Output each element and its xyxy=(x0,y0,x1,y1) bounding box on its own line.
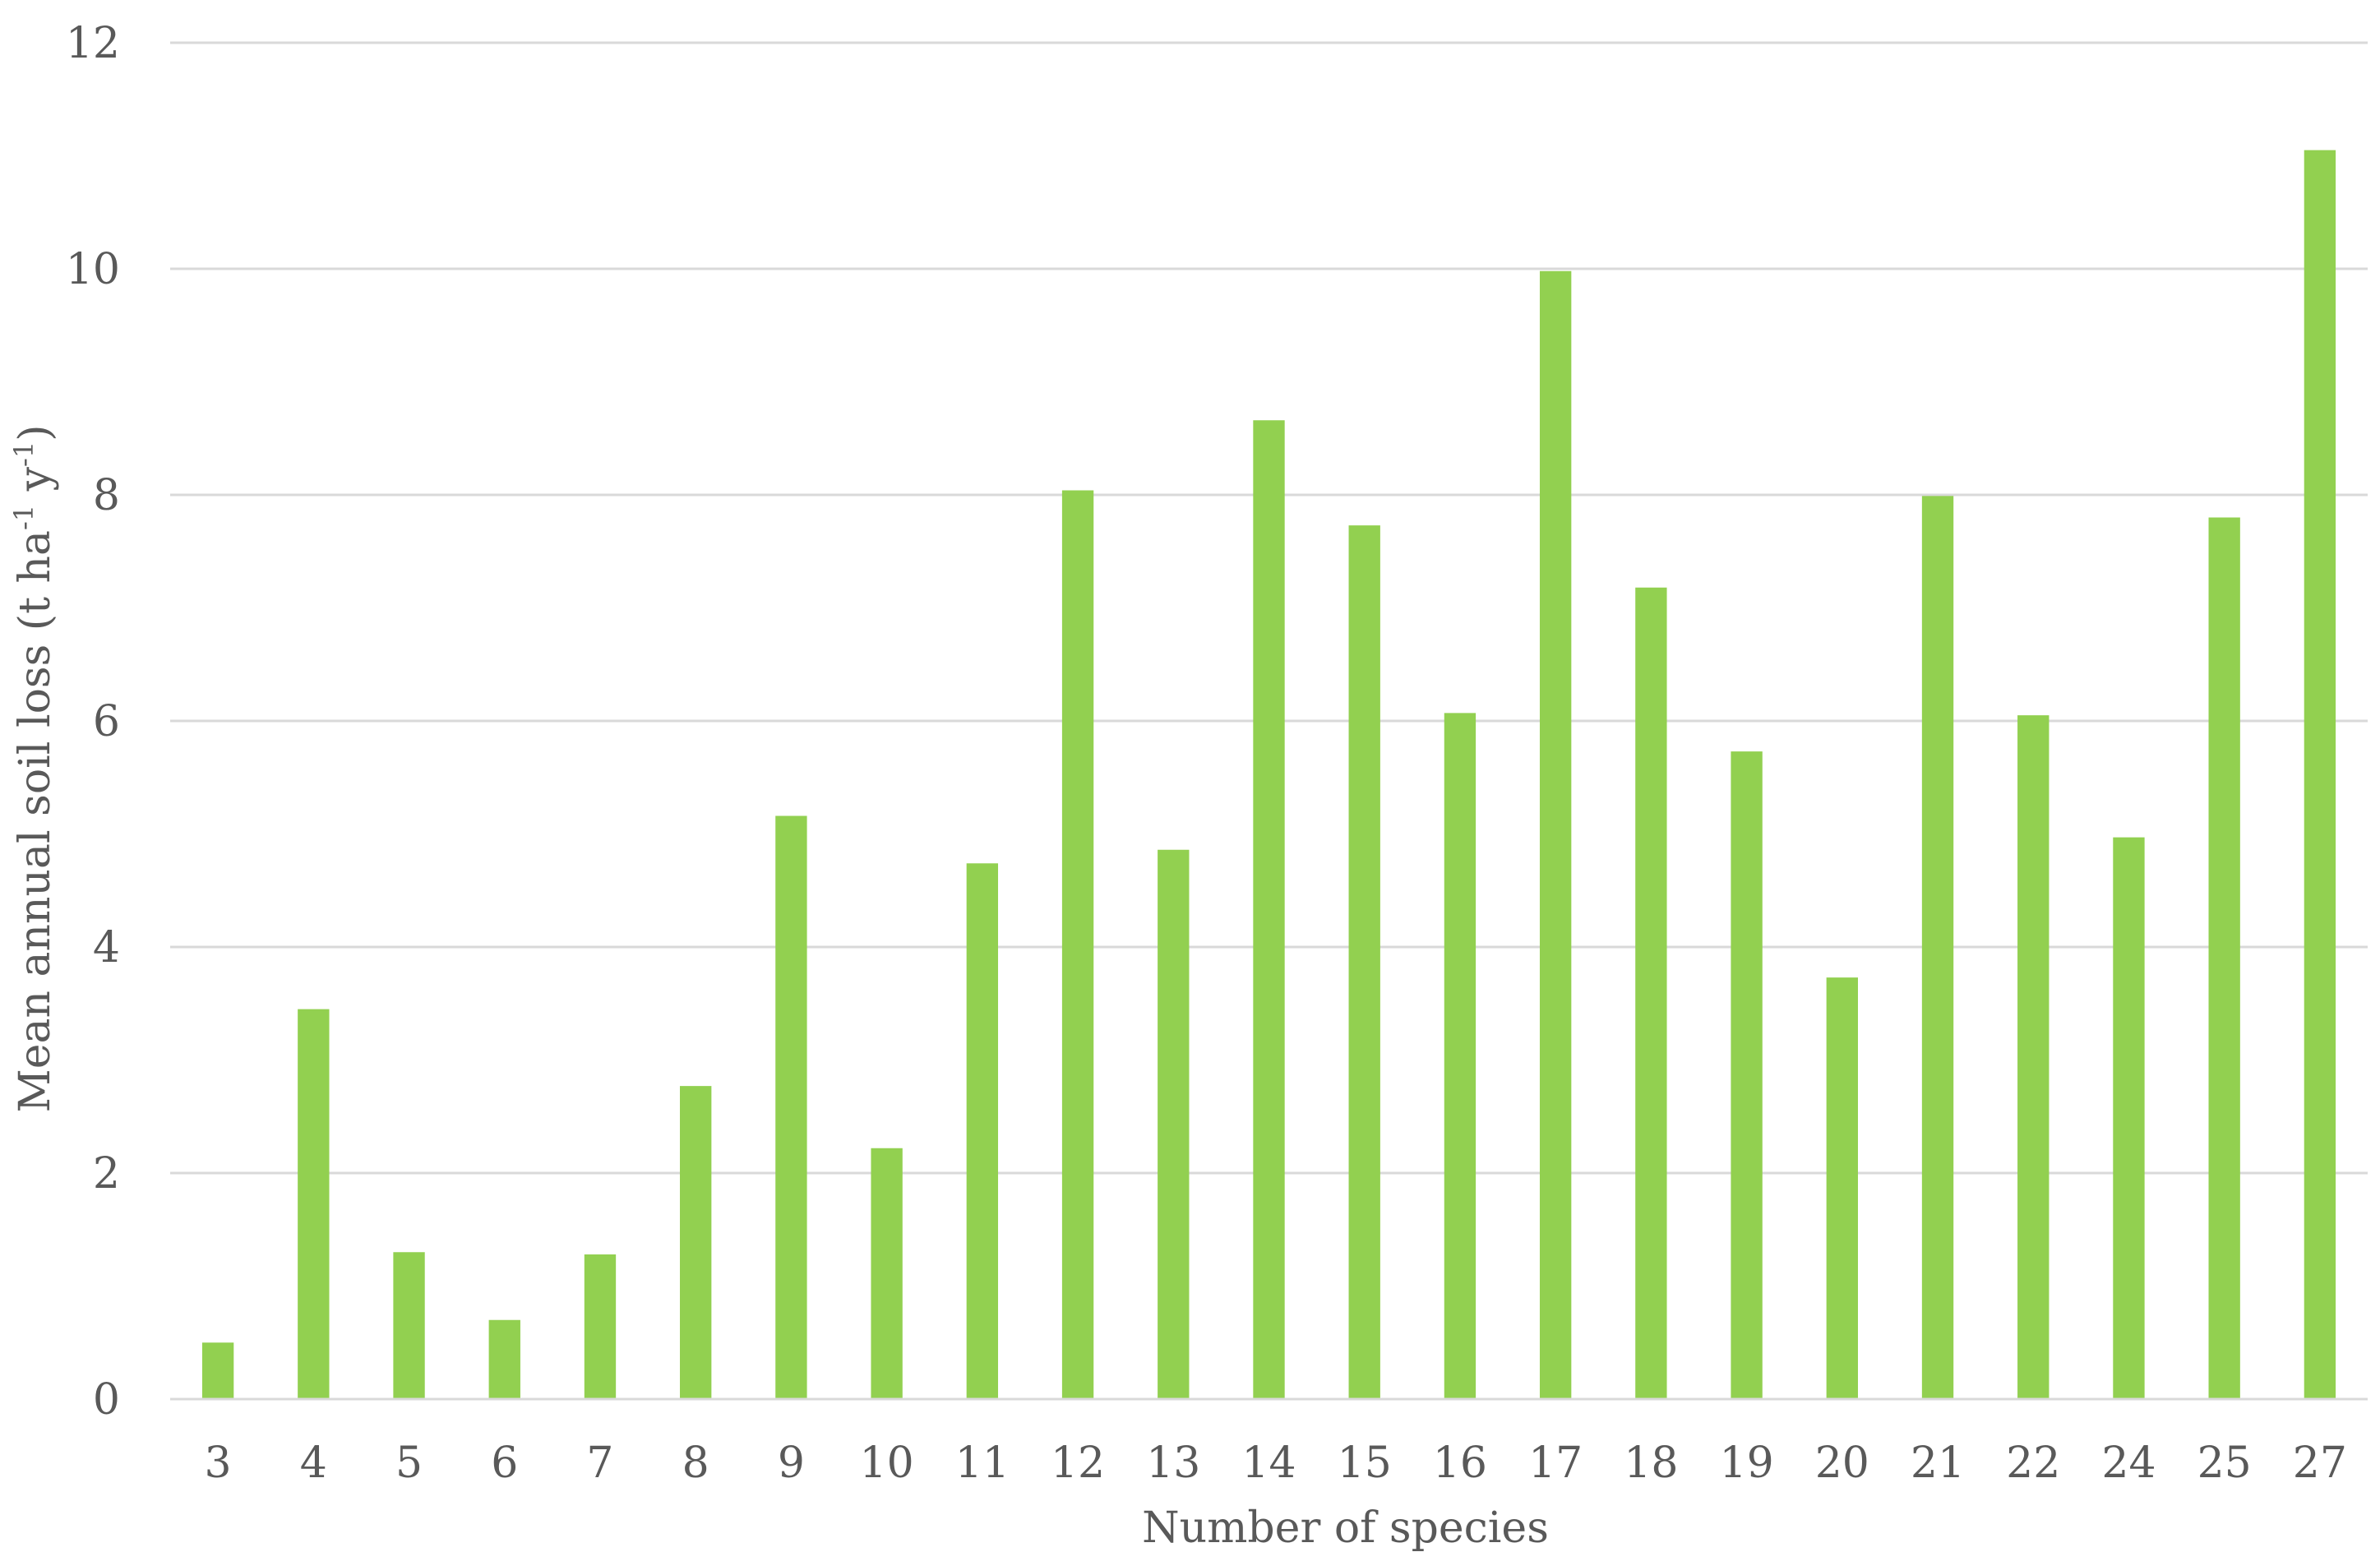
x-tick-label: 10 xyxy=(860,1439,914,1488)
x-tick-label: 9 xyxy=(778,1439,805,1488)
bar-8 xyxy=(680,1086,712,1399)
x-tick-label: 4 xyxy=(300,1439,327,1488)
bar-5 xyxy=(393,1252,425,1399)
x-tick-label: 19 xyxy=(1720,1439,1774,1488)
bar-22 xyxy=(2017,715,2050,1399)
bar-15 xyxy=(1348,525,1380,1399)
x-tick-label: 15 xyxy=(1338,1439,1392,1488)
x-tick-label: 20 xyxy=(1815,1439,1869,1488)
y-tick-labels: 0 2 4 6 8 10 12 xyxy=(66,19,120,1425)
x-tick-label: 6 xyxy=(491,1439,518,1488)
x-tick-label: 3 xyxy=(205,1439,232,1488)
bar-25 xyxy=(2208,517,2240,1399)
bar-12 xyxy=(1061,490,1094,1399)
x-tick-label: 5 xyxy=(395,1439,423,1488)
bar-10 xyxy=(871,1148,903,1399)
y-tick-label: 4 xyxy=(93,923,120,972)
bar-13 xyxy=(1158,849,1190,1399)
bar-4 xyxy=(298,1009,330,1399)
y-axis-title: Mean annual soil loss (t ha-1 y-1) xyxy=(8,424,60,1112)
y-tick-label: 2 xyxy=(93,1149,120,1199)
x-tick-label: 18 xyxy=(1624,1439,1678,1488)
y-tick-label: 8 xyxy=(93,471,120,520)
x-tick-label: 11 xyxy=(955,1439,1010,1488)
bar-3 xyxy=(201,1342,234,1399)
x-tick-label: 12 xyxy=(1051,1439,1105,1488)
y-axis-title-mid: y xyxy=(11,466,60,505)
x-tick-label: 16 xyxy=(1433,1439,1487,1488)
bar-14 xyxy=(1253,420,1285,1399)
x-tick-label: 17 xyxy=(1528,1439,1583,1488)
bar-17 xyxy=(1539,270,1572,1399)
bar-21 xyxy=(1921,496,1954,1399)
x-tick-label: 7 xyxy=(586,1439,613,1488)
bar-18 xyxy=(1635,587,1667,1399)
x-tick-label: 24 xyxy=(2101,1439,2156,1488)
x-tick-label: 8 xyxy=(682,1439,709,1488)
bar-20 xyxy=(1826,977,1858,1399)
y-axis-title-main: Mean annual soil loss (t ha xyxy=(11,530,60,1113)
x-tick-label: 22 xyxy=(2006,1439,2060,1488)
bar-27 xyxy=(2304,150,2336,1399)
bars xyxy=(201,150,2336,1399)
y-tick-label: 10 xyxy=(66,245,120,294)
bar-7 xyxy=(584,1254,617,1399)
bar-11 xyxy=(966,863,999,1399)
x-tick-labels: 3 4 5 6 7 8 9 10 11 12 13 14 15 16 17 18 19 20 21 22 24 25 27 xyxy=(205,1439,2347,1488)
bar-16 xyxy=(1444,713,1477,1399)
y-tick-label: 6 xyxy=(93,697,120,746)
y-tick-label: 0 xyxy=(93,1375,120,1425)
x-axis-title: Number of species xyxy=(1142,1504,1549,1552)
x-tick-label: 25 xyxy=(2197,1439,2252,1488)
x-tick-label: 27 xyxy=(2293,1439,2347,1488)
y-tick-label: 12 xyxy=(66,19,120,68)
x-tick-label: 13 xyxy=(1146,1439,1200,1488)
bar-9 xyxy=(775,815,807,1399)
bar-6 xyxy=(488,1319,520,1399)
bar-24 xyxy=(2113,837,2145,1399)
x-tick-label: 21 xyxy=(1911,1439,1965,1488)
bar-19 xyxy=(1731,751,1763,1399)
y-axis-title-end: ) xyxy=(11,424,60,441)
y-axis-title-sup1: -1 xyxy=(8,505,39,530)
x-tick-label: 14 xyxy=(1241,1439,1296,1488)
y-axis-title-sup2: -1 xyxy=(8,441,39,467)
